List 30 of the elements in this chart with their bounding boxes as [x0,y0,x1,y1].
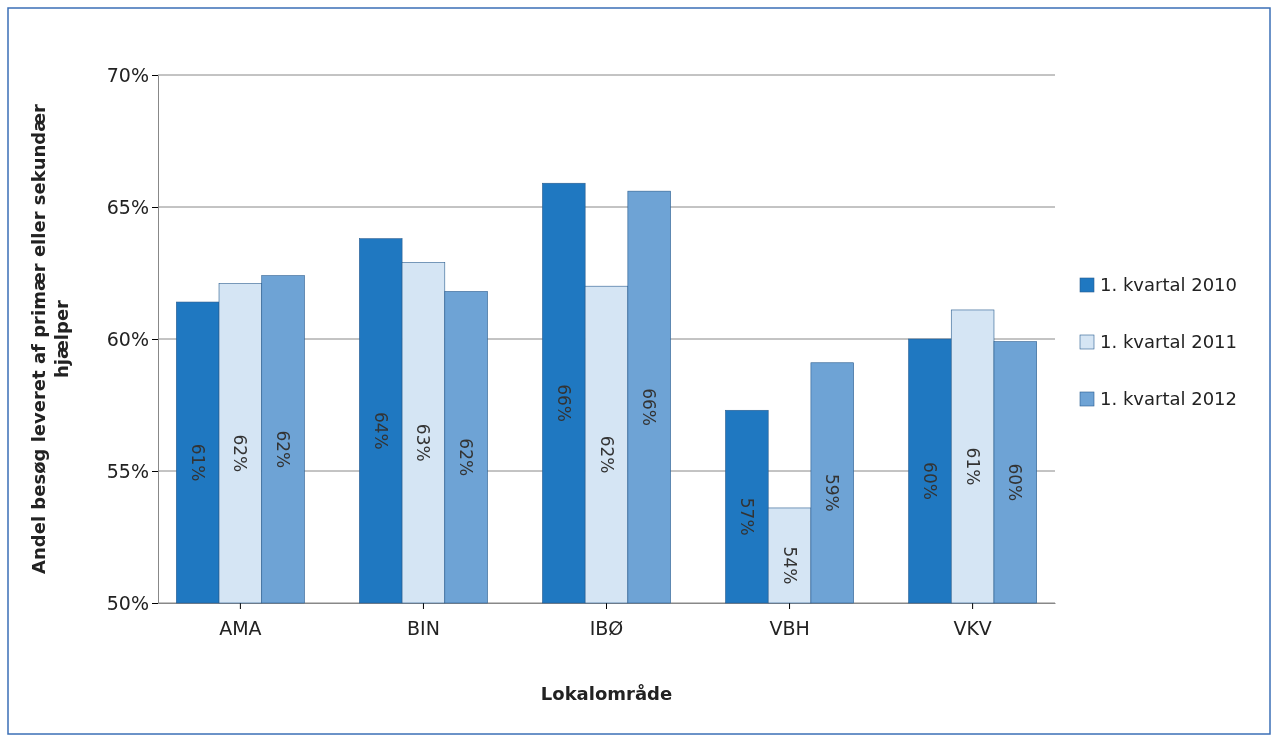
data-label: 61% [187,443,208,482]
data-label: 63% [413,423,434,462]
x-axis-title: Lokalområde [540,683,673,704]
y-axis-title: Andel besøg leveret af primær eller sekundær hjælper [28,103,73,574]
data-label: 62% [456,438,477,477]
data-label: 62% [596,435,617,474]
data-label: 57% [736,497,757,536]
legend-label: 1. kvartal 2012 [1100,388,1238,410]
x-tick-label: BIN [407,616,440,639]
x-tick-label: VKV [953,616,992,639]
y-tick-label: 60% [106,327,149,350]
data-label: 64% [370,411,391,450]
data-label: 60% [919,462,940,500]
data-label: 59% [822,473,843,512]
data-label: 66% [639,388,660,426]
y-tick-label: 50% [106,591,149,614]
x-tick-label: IBØ [589,616,624,639]
y-tick-label: 55% [106,459,149,482]
data-label: 61% [962,447,983,486]
x-tick-label: VBH [769,616,810,639]
y-tick-label: 70% [106,63,149,86]
x-tick-label: AMA [219,616,262,639]
data-label: 60% [1005,463,1026,502]
data-label: 54% [779,546,800,585]
legend-label: 1. kvartal 2010 [1100,274,1238,296]
y-tick-label: 65% [106,195,149,218]
data-label: 62% [273,430,294,469]
data-label: 66% [553,384,574,423]
data-label: 62% [230,434,251,473]
legend-label: 1. kvartal 2011 [1100,331,1238,353]
